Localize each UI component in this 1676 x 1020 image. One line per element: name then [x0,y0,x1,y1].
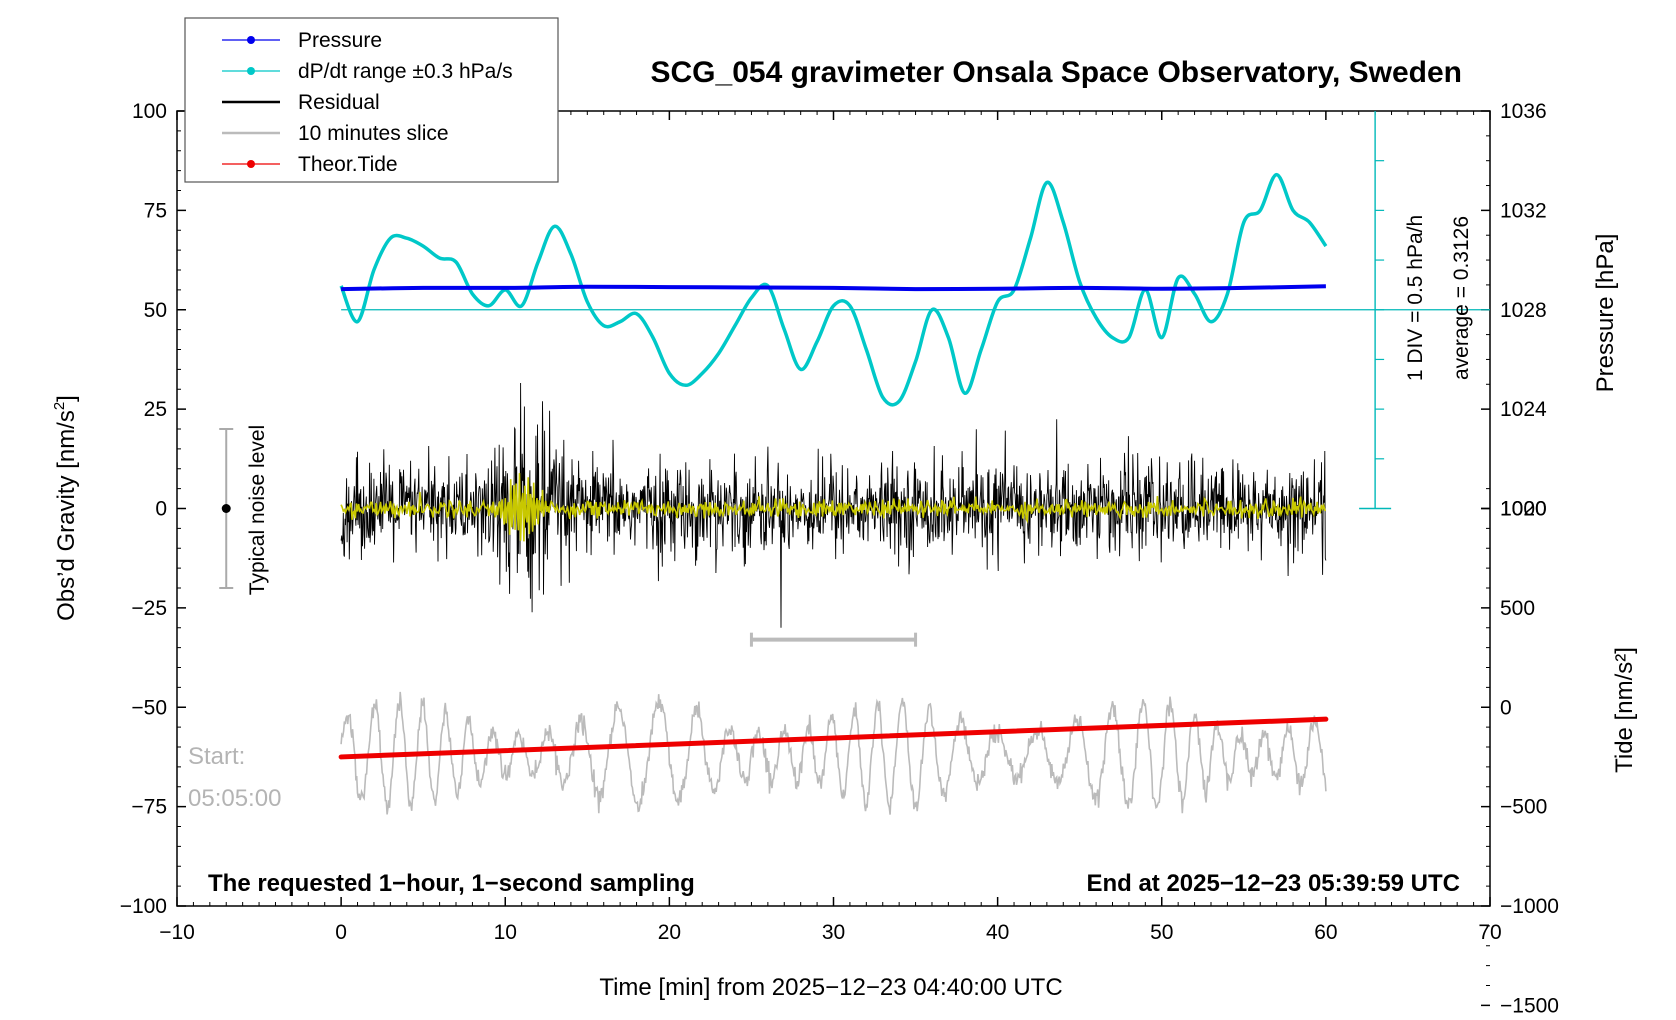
series-10-minutes-slice [340,691,1327,815]
y-axis-label-pressure: Pressure [hPa] [1592,234,1619,393]
x-tick-label: 0 [335,921,347,944]
series-dpdt [339,172,1328,407]
footer-left: The requested 1−hour, 1−second sampling [208,870,695,897]
y-tick-label: −75 [131,796,167,819]
x-tick-label: 60 [1314,921,1337,944]
series-residual-smoothed [340,473,1327,542]
legend-label: Residual [298,91,380,114]
tide-tick-label: 1000 [1500,498,1547,521]
y-tick-label: 25 [144,398,167,421]
tide-tick-label: 500 [1500,597,1535,620]
y-axis-label-left: Obs’d Gravity [nm/s2] [51,395,80,621]
y-axis-label-tide: Tide [nm/s²] [1611,647,1638,773]
y-tick-label: 50 [144,299,167,322]
y-axis-left: 100 75 50 25 0 −25 −50 −75 −100 [120,100,186,918]
plot-area: −10 0 10 20 30 40 50 60 70 1007550250−25−50−75−1… [120,100,1559,1017]
x-tick-label: 70 [1478,921,1501,944]
y-tick-label: −100 [120,895,167,918]
start-label: Start: [188,743,245,770]
noise-center-dot [221,504,231,513]
y-tick-label: −50 [131,696,167,719]
y-axis-label-sup: 2 [51,402,68,410]
noise-level-marker [219,428,234,589]
legend-label: Theor.Tide [298,153,398,176]
y-tick-label: −25 [131,597,167,620]
x-axis-label: Time [min] from 2025−12−23 04:40:00 UTC [599,974,1062,1001]
legend-swatch-dot [247,67,255,75]
series-theor-tide [338,716,1329,760]
y-axis-label-end: ] [53,395,80,402]
x-tick-label: 10 [494,921,517,944]
dpdt-scale [341,111,1490,510]
start-time: 05:05:00 [188,785,281,812]
y-tick-label: 100 [132,100,167,123]
legend-swatch-dot [247,36,255,44]
legend-items: Pressure dP/dt range ±0.3 hPa/s Residual 10… [222,29,513,176]
chart-title: SCG_054 gravimeter Onsala Space Observat… [651,56,1463,89]
legend-label: 10 minutes slice [298,122,449,145]
dpdt-div-label: 1 DIV = 0.5 hPa/h [1404,215,1427,381]
x-tick-label: 20 [658,921,681,944]
series-group [338,172,1329,815]
x-axis: −10 0 10 20 30 40 50 60 70 [159,111,1502,944]
legend-label: Pressure [298,29,382,52]
dpdt-average-label: average = 0.3126 [1450,216,1473,380]
x-tick-label: 40 [986,921,1009,944]
legend-label: dP/dt range ±0.3 hPa/s [298,60,513,83]
tide-tick-label: −500 [1500,796,1547,819]
tide-tick-label: −1500 [1500,994,1559,1017]
pressure-tick-label: 1020 [1500,498,1547,521]
noise-level-label: Typical noise level [246,425,269,595]
pressure-tick-label: 1036 [1500,100,1547,123]
x-tick-label: 50 [1150,921,1173,944]
pressure-tick-label: 1028 [1500,299,1547,322]
footer-right: End at 2025−12−23 05:39:59 UTC [1086,870,1460,897]
y-tick-label: 0 [155,498,167,521]
tide-tick-label: −1000 [1500,895,1559,918]
x-tick-label: −10 [159,921,195,944]
pressure-tick-label: 1032 [1500,199,1547,222]
legend: Pressure dP/dt range ±0.3 hPa/s Residual 10… [184,17,559,183]
y-axis-tide: 1000 500 0 −500 −1000 −1500 [1481,488,1559,1017]
pressure-tick-label: 1024 [1500,398,1547,421]
legend-box [184,17,559,183]
legend-swatch-dot [247,160,255,168]
y-tick-label: 75 [144,199,167,222]
y-axis-label-main: Obs’d Gravity [nm/s [53,410,80,621]
x-tick-label: 30 [822,921,845,944]
tide-tick-label: 0 [1500,696,1512,719]
series-pressure [341,284,1326,292]
